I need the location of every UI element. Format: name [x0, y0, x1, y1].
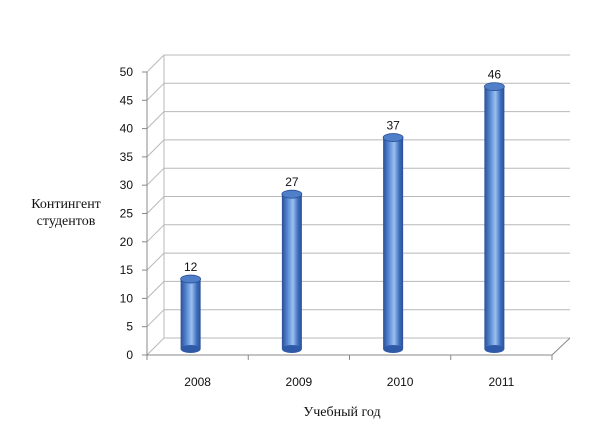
y-tick-label: 15 — [120, 263, 134, 277]
y-tick-label: 20 — [120, 235, 134, 249]
y-tick-label: 30 — [120, 178, 134, 192]
gridline-diag-40 — [146, 111, 165, 129]
y-tick-label: 0 — [126, 348, 133, 362]
gridline-diag-45 — [146, 82, 165, 101]
bar-body — [281, 194, 302, 349]
y-axis-label-line-2: студентов — [36, 214, 96, 229]
label-layer: 0 5 10 15 20 25 30 35 40 45 50 12 2008 27 2009 37 2010 46… — [120, 65, 515, 389]
bar-base — [180, 345, 201, 353]
bar-body — [383, 137, 404, 349]
x-tick-label: 2009 — [286, 375, 313, 389]
y-tick-label: 50 — [120, 65, 134, 79]
y-tick-label: 45 — [120, 93, 134, 107]
bar-2011 — [483, 82, 505, 353]
bar-body — [180, 279, 201, 349]
floor-right-edge — [551, 337, 571, 356]
y-tick-label: 25 — [120, 207, 134, 221]
y-tick-label: 40 — [120, 122, 134, 136]
y-axis-label: Контингент студентов — [20, 196, 112, 230]
bar-top — [180, 274, 202, 284]
bar-2008 — [180, 274, 202, 353]
x-tick-label: 2011 — [488, 375, 514, 389]
grid-layer — [146, 54, 570, 356]
bar-2009 — [281, 189, 303, 353]
bar-body — [484, 86, 505, 349]
gridline-diag-50 — [146, 54, 165, 73]
gridline-diag-10 — [146, 281, 165, 299]
gridline-diag-25 — [146, 196, 165, 214]
data-label: 27 — [285, 175, 299, 189]
bar-top — [483, 82, 505, 92]
gridline-diag-20 — [146, 224, 165, 243]
gridline-diag-15 — [146, 252, 165, 271]
bar-top — [382, 133, 404, 142]
data-label: 12 — [184, 260, 198, 274]
gridline-diag-5 — [146, 309, 165, 328]
data-label: 37 — [386, 119, 400, 133]
y-tick-label: 10 — [120, 291, 134, 305]
bar-base — [484, 345, 505, 353]
bar-base — [281, 345, 302, 353]
gridline-diag-30 — [146, 167, 165, 186]
bar-top — [281, 189, 303, 199]
x-axis-label: Учебный год — [303, 405, 381, 420]
gridline-diag-35 — [146, 139, 165, 158]
bar-base — [383, 345, 404, 353]
y-axis-label-line-1: Контингент — [31, 197, 101, 212]
gridline-diag-0 — [146, 337, 165, 356]
y-tick-label: 35 — [120, 150, 134, 164]
axis-layer — [142, 71, 571, 360]
data-label: 46 — [488, 68, 502, 82]
x-tick-label: 2010 — [387, 375, 414, 389]
y-tick-label: 5 — [126, 320, 133, 334]
bar-2010 — [382, 133, 404, 353]
x-tick-label: 2008 — [184, 375, 211, 389]
bar-layer — [180, 82, 505, 353]
